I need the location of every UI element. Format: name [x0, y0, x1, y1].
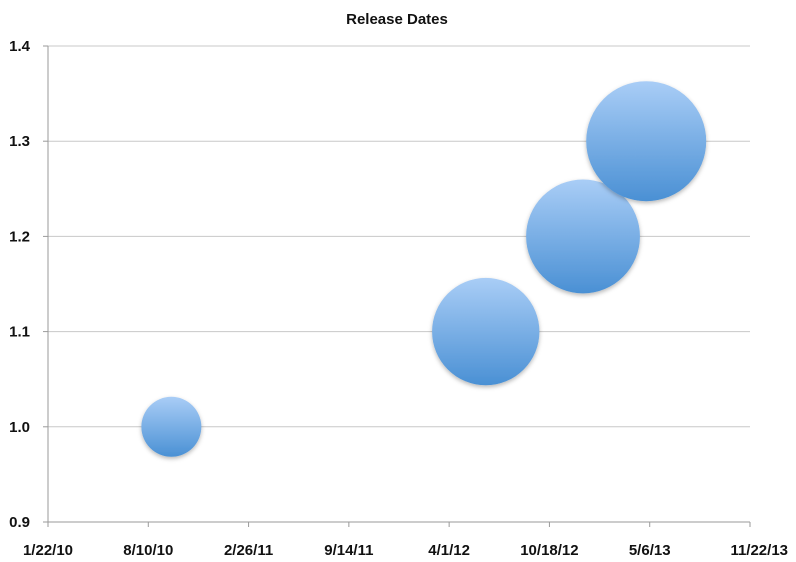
y-tick-label: 1.1: [9, 324, 30, 341]
axes: [43, 45, 751, 527]
bubble: [526, 179, 640, 294]
x-tick-label: 8/10/10: [123, 542, 173, 559]
x-tick-label: 10/18/12: [520, 542, 578, 559]
y-tick-label: 0.9: [9, 514, 30, 531]
x-tick-label: 9/14/11: [324, 542, 373, 559]
bubble: [586, 81, 707, 202]
bubble: [432, 277, 540, 386]
y-tick-label: 1.3: [9, 133, 30, 150]
bubble: [141, 396, 202, 457]
x-tick-label: 5/6/13: [629, 542, 671, 559]
x-tick-label: 1/22/10: [23, 542, 73, 559]
chart-title: Release Dates: [346, 11, 448, 28]
y-tick-label: 1.0: [9, 419, 30, 436]
x-axis-tick-labels: 1/22/10 8/10/10 2/26/11 9/14/11 4/1/12 10/18/…: [23, 542, 788, 559]
bubbles: [141, 81, 707, 457]
x-tick-label: 2/26/11: [224, 542, 273, 559]
y-tick-label: 1.4: [9, 38, 31, 55]
y-tick-label: 1.2: [9, 228, 30, 245]
x-tick-label: 11/22/13: [730, 542, 788, 559]
x-tick-label: 4/1/12: [428, 542, 470, 559]
y-axis-tick-labels: 0.9 1.0 1.1 1.2 1.3 1.4: [9, 38, 31, 531]
